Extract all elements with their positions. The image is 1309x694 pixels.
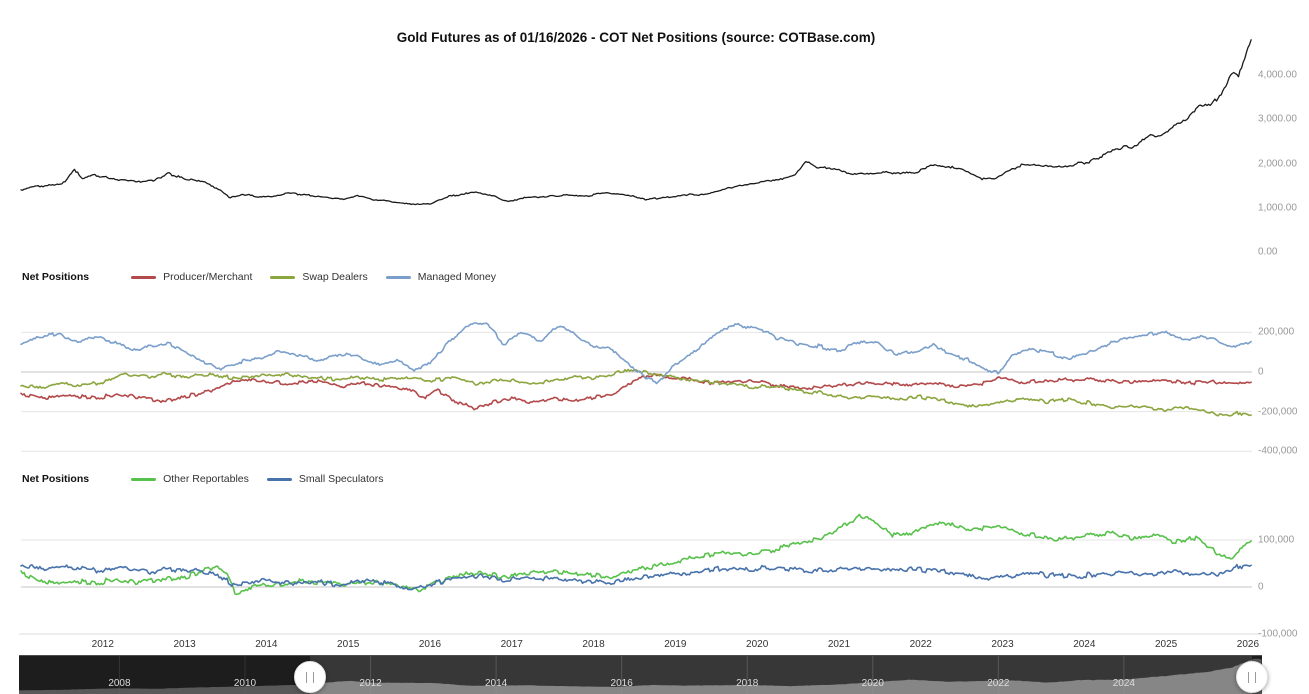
navigator-year-label: 2014 (484, 678, 508, 689)
y-tick-label: 100,000 (1258, 534, 1295, 546)
x-tick-label: 2018 (582, 639, 605, 650)
x-tick-label: 2016 (418, 639, 442, 650)
legend-item-label: Swap Dealers (302, 271, 368, 283)
x-tick-label: 2012 (91, 639, 114, 650)
navigator-handle-left[interactable] (294, 661, 326, 693)
legend-swatch (266, 477, 292, 481)
navigator-price-silhouette (19, 658, 1262, 694)
x-tick-label: 2017 (500, 639, 523, 650)
x-tick-label: 2026 (1236, 639, 1260, 650)
legend-swatch (131, 275, 157, 279)
legend-bottom: Net Positions Other Reportables Small Spe… (22, 471, 384, 487)
legend-middle: Net Positions Producer/Merchant Swap Deal… (22, 269, 496, 285)
y-tick-label: 1,000.00 (1258, 202, 1297, 214)
x-tick-label: 2014 (255, 639, 278, 650)
navigator-year-label: 2020 (861, 678, 884, 689)
y-tick-label: 0.00 (1258, 246, 1278, 258)
legend-swatch (131, 477, 157, 481)
page-title: Gold Futures as of 01/16/2026 - COT Net … (396, 30, 876, 45)
price-plot-area[interactable] (21, 35, 1252, 260)
cot-small-traders-plot-area[interactable] (21, 495, 1252, 635)
navigator-year-label: 2010 (233, 678, 257, 689)
legend-item-label: Other Reportables (163, 473, 249, 485)
series-small-speculators (20, 563, 1252, 591)
navigator-year-label: 2022 (987, 678, 1010, 689)
navigator-year-label: 2012 (359, 678, 382, 689)
navigator-handle-right[interactable] (1236, 661, 1268, 693)
legend-item-swap-dealers[interactable]: Swap Dealers (270, 271, 368, 283)
x-tick-label: 2020 (746, 639, 769, 650)
legend-bottom-title: Net Positions (22, 473, 90, 485)
legend-swatch (385, 275, 411, 279)
navigator-year-label: 2024 (1112, 678, 1135, 689)
x-tick-label: 2021 (827, 639, 851, 650)
navigator-year-label: 2016 (610, 678, 633, 689)
navigator-canvas (19, 656, 1262, 694)
navigator-scrollbar[interactable]: 2008 2010 2012 2014 2016 2018 2020 2022 2024 (19, 655, 1262, 694)
y-tick-label: 0 (1258, 366, 1264, 378)
y-tick-label: 4,000.00 (1258, 69, 1297, 81)
y-tick-label: 200,000 (1258, 326, 1295, 338)
navigator-year-label: 2018 (736, 678, 759, 689)
series-producer-merchant (20, 372, 1252, 411)
legend-item-managed-money[interactable]: Managed Money (385, 271, 496, 283)
y-tick-label: 0 (1258, 581, 1264, 593)
legend-item-other-reportables[interactable]: Other Reportables (131, 473, 249, 485)
legend-swatch (270, 275, 296, 279)
legend-item-small-speculators[interactable]: Small Speculators (266, 473, 384, 485)
legend-item-label: Small Speculators (298, 473, 384, 485)
legend-middle-title: Net Positions (22, 271, 90, 283)
y-tick-label: -400,000 (1258, 445, 1298, 457)
grip-vertical-icon (306, 671, 314, 683)
y-tick-label: -200,000 (1258, 406, 1298, 418)
series-other-reportables (20, 513, 1252, 596)
x-tick-label: 2024 (1073, 639, 1096, 650)
x-tick-label: 2025 (1154, 639, 1178, 650)
y-tick-label: 2,000.00 (1258, 158, 1297, 169)
y-tick-label: 3,000.00 (1258, 113, 1297, 125)
series-managed-money (20, 322, 1252, 385)
series-gold-futures (20, 39, 1252, 206)
y-tick-label: -100,000 (1258, 628, 1298, 640)
series-swap-dealers (20, 368, 1252, 417)
grip-vertical-icon (1248, 671, 1256, 683)
legend-item-label: Producer/Merchant (163, 271, 253, 283)
cot-commercials-plot-area[interactable] (21, 295, 1252, 460)
x-tick-label: 2023 (991, 639, 1014, 650)
x-tick-label: 2019 (664, 639, 687, 650)
x-tick-label: 2022 (909, 639, 932, 650)
legend-item-producer-merchant[interactable]: Producer/Merchant (131, 271, 252, 283)
x-tick-label: 2013 (173, 639, 196, 650)
navigator-year-label: 2008 (108, 678, 131, 689)
legend-item-label: Managed Money (417, 271, 496, 283)
x-tick-label: 2015 (337, 639, 360, 650)
